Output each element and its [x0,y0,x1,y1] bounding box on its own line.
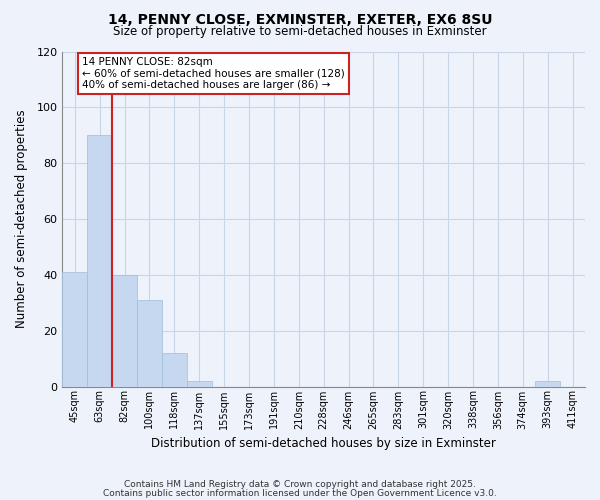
Text: Contains HM Land Registry data © Crown copyright and database right 2025.: Contains HM Land Registry data © Crown c… [124,480,476,489]
X-axis label: Distribution of semi-detached houses by size in Exminster: Distribution of semi-detached houses by … [151,437,496,450]
Y-axis label: Number of semi-detached properties: Number of semi-detached properties [15,110,28,328]
Bar [535,381,560,386]
Bar [112,275,137,386]
Text: Contains public sector information licensed under the Open Government Licence v3: Contains public sector information licen… [103,489,497,498]
Bar [162,353,187,386]
Text: Size of property relative to semi-detached houses in Exminster: Size of property relative to semi-detach… [113,25,487,38]
Text: 14, PENNY CLOSE, EXMINSTER, EXETER, EX6 8SU: 14, PENNY CLOSE, EXMINSTER, EXETER, EX6 … [108,12,492,26]
Bar [137,300,162,386]
Bar [187,381,212,386]
Bar [87,136,112,386]
Text: 14 PENNY CLOSE: 82sqm
← 60% of semi-detached houses are smaller (128)
40% of sem: 14 PENNY CLOSE: 82sqm ← 60% of semi-deta… [82,57,345,90]
Bar [62,272,87,386]
